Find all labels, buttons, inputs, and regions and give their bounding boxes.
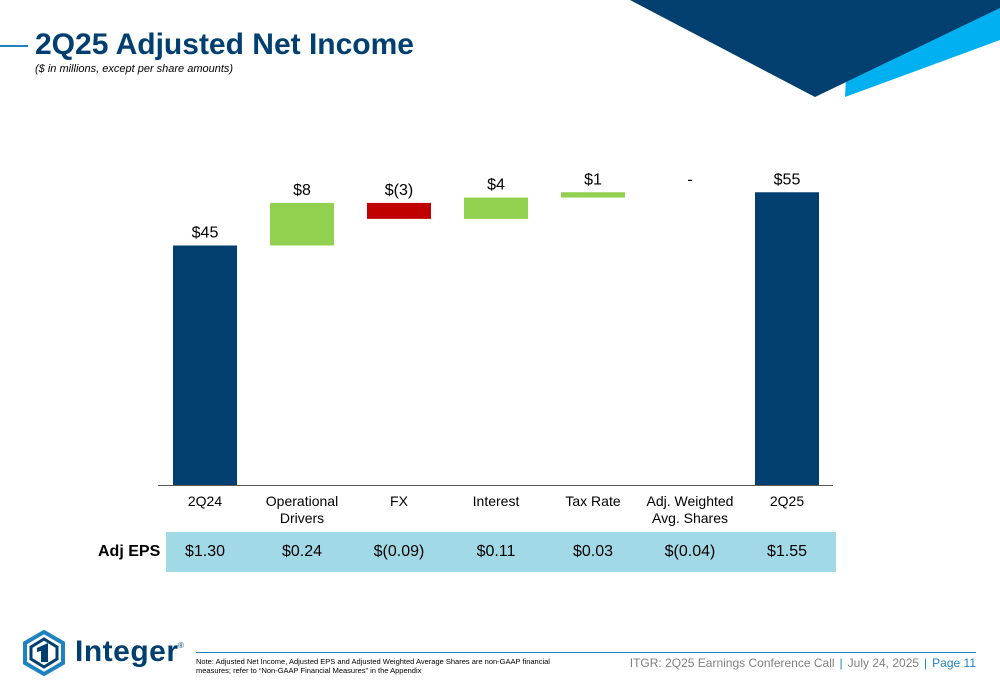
footer-separator: | — [839, 656, 843, 670]
integer-logo-icon — [23, 630, 65, 676]
category-label-0: 2Q24 — [188, 493, 222, 509]
footer-info: ITGR: 2Q25 Earnings Conference Call | July… — [630, 656, 976, 670]
page-title: 2Q25 Adjusted Net Income — [35, 28, 414, 61]
footer-page: Page 11 — [932, 656, 976, 670]
data-label-6: $55 — [774, 171, 801, 188]
category-label-5: Adj. Weighted — [647, 493, 734, 509]
eps-value-5: $(0.04) — [664, 543, 716, 560]
category-label-1: Operational — [266, 493, 338, 509]
category-label-2: FX — [390, 493, 409, 509]
bar-2 — [367, 202, 431, 219]
bar-6 — [755, 192, 819, 486]
footer-date: July 24, 2025 — [847, 656, 920, 670]
eps-value-2: $(0.09) — [373, 543, 425, 560]
eps-value-6: $1.55 — [766, 543, 808, 560]
eps-value-0: $1.30 — [184, 543, 226, 560]
eps-band — [166, 532, 836, 572]
category-label-1: Drivers — [280, 510, 324, 526]
page-subtitle: ($ in millions, except per share amounts… — [35, 63, 234, 75]
footer-call: ITGR: 2Q25 Earnings Conference Call — [629, 656, 835, 670]
data-label-0: $45 — [192, 224, 219, 241]
data-label-1: $8 — [293, 182, 311, 199]
integer-logo-text: Integer — [75, 635, 179, 668]
bar-4 — [561, 192, 625, 198]
corner-decoration — [630, 0, 1000, 97]
corner-navy-shape — [630, 0, 1000, 97]
title-rule — [0, 45, 28, 47]
footer-separator: | — [924, 656, 928, 670]
eps-value-1: $0.24 — [281, 543, 323, 560]
footer-rule — [196, 652, 976, 653]
bar-1 — [270, 202, 334, 246]
bar-3 — [464, 197, 528, 219]
category-label-4: Tax Rate — [565, 493, 620, 509]
data-label-2: $(3) — [385, 182, 413, 199]
category-label-3: Interest — [473, 493, 520, 509]
data-label-5: - — [687, 171, 692, 188]
eps-value-3: $0.11 — [476, 543, 516, 560]
eps-label: Adj EPS — [98, 543, 161, 560]
registered-mark: ® — [178, 641, 184, 650]
bar-0 — [173, 245, 237, 485]
data-label-3: $4 — [487, 177, 505, 194]
data-label-4: $1 — [584, 171, 602, 188]
eps-value-4: $0.03 — [572, 543, 614, 560]
category-label-6: 2Q25 — [770, 493, 804, 509]
category-label-5: Avg. Shares — [652, 510, 728, 526]
footnote: Note: Adjusted Net Income, Adjusted EPS … — [196, 657, 550, 675]
